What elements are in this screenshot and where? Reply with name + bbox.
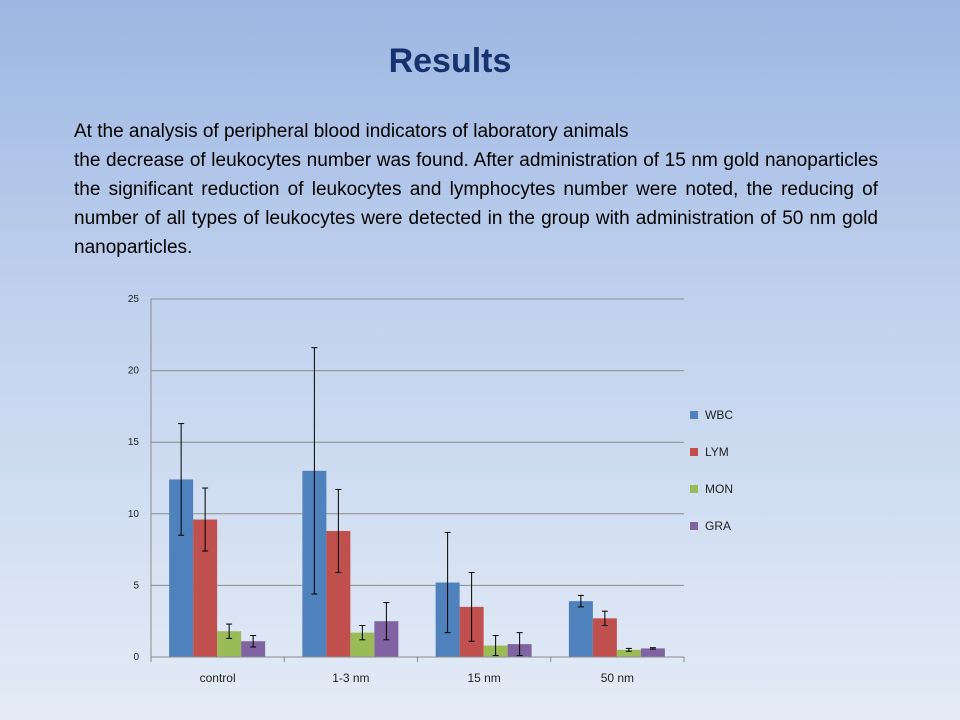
bar-gra bbox=[241, 641, 266, 657]
legend-label: MON bbox=[705, 482, 733, 496]
bar-mon bbox=[616, 649, 641, 657]
bar-wbc bbox=[568, 601, 593, 657]
x-tick-label: 1-3 nm bbox=[332, 671, 369, 685]
legend-swatch bbox=[690, 485, 698, 493]
y-tick-label: 20 bbox=[128, 366, 140, 377]
body-text: At the analysis of peripheral blood indi… bbox=[74, 117, 878, 262]
y-tick-label: 25 bbox=[128, 294, 140, 305]
legend-label: LYM bbox=[705, 445, 729, 459]
y-tick-label: 0 bbox=[133, 652, 139, 663]
slide-title: Results bbox=[388, 42, 512, 80]
body-paragraph-1: At the analysis of peripheral blood indi… bbox=[74, 121, 629, 142]
body-paragraph-2: the decrease of leukocytes number was fo… bbox=[74, 150, 878, 258]
legend-swatch bbox=[690, 522, 698, 530]
legend-label: WBC bbox=[705, 408, 733, 422]
x-tick-label: control bbox=[200, 671, 236, 685]
legend-swatch bbox=[690, 411, 698, 419]
y-tick-label: 5 bbox=[133, 580, 139, 591]
legend-label: GRA bbox=[705, 519, 731, 533]
bar-gra bbox=[640, 648, 665, 657]
x-tick-label: 50 nm bbox=[601, 671, 634, 685]
y-tick-label: 15 bbox=[128, 437, 140, 448]
legend-swatch bbox=[690, 448, 698, 456]
x-tick-label: 15 nm bbox=[467, 671, 500, 685]
y-tick-label: 10 bbox=[128, 509, 140, 520]
